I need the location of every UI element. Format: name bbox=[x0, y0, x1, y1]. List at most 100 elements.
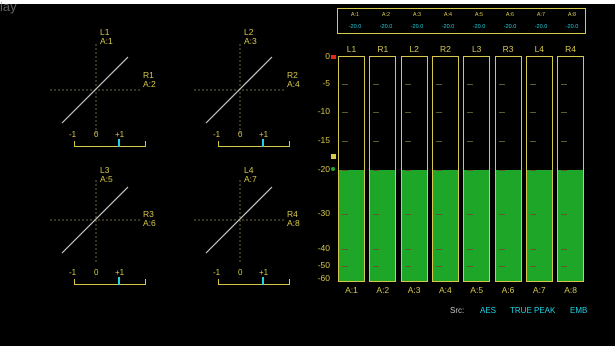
meter-tick bbox=[529, 112, 536, 113]
meter-tick bbox=[404, 112, 411, 113]
meter-tick bbox=[467, 266, 474, 267]
meter-tick bbox=[342, 266, 348, 267]
lissajous-label-top: L1 A:1 bbox=[100, 27, 113, 46]
correlation-bar bbox=[218, 141, 290, 147]
meter-label: L2 bbox=[409, 44, 419, 54]
meter-fill bbox=[495, 170, 521, 281]
meter-tick bbox=[404, 249, 411, 250]
meter-tick bbox=[373, 170, 380, 171]
meter-tick bbox=[373, 141, 380, 142]
scale-label: -50 bbox=[317, 260, 330, 270]
lissajous-plot bbox=[50, 180, 142, 264]
meter-tick bbox=[467, 214, 474, 215]
lissajous-label-top: L3 A:5 bbox=[100, 165, 113, 184]
lissajous-label-right: R4 A:8 bbox=[287, 209, 300, 228]
meter-tick bbox=[342, 112, 348, 113]
meter-tick bbox=[498, 249, 505, 250]
meter-tick bbox=[435, 141, 442, 142]
meter-tick bbox=[498, 266, 505, 267]
meter-tick bbox=[404, 266, 411, 267]
scale-max: +1 bbox=[259, 268, 269, 277]
top-strip bbox=[0, 0, 615, 4]
meter-tick bbox=[498, 112, 505, 113]
meter-tick bbox=[529, 249, 536, 250]
meter-mode: TRUE PEAK bbox=[510, 306, 556, 315]
scale-min: -1 bbox=[69, 130, 77, 139]
source-label: Src: bbox=[450, 306, 465, 315]
meter-tick bbox=[342, 214, 348, 215]
scale-mid: 0 bbox=[238, 268, 243, 277]
lissajous-label-top: L4 A:7 bbox=[244, 165, 257, 184]
meter-tick bbox=[529, 266, 536, 267]
level-meter bbox=[338, 56, 365, 282]
lissajous-trace bbox=[61, 56, 129, 124]
channel-cell-3: A:3 -20.0 bbox=[410, 12, 424, 30]
meter-tick bbox=[435, 170, 442, 171]
meter-label: L4 bbox=[534, 44, 545, 54]
correlation-bar bbox=[74, 141, 146, 147]
lissajous-display-4: L4 A:7 R4 A:8 -1 0 +1 bbox=[184, 166, 324, 318]
meter-fill bbox=[401, 170, 427, 281]
level-meter bbox=[557, 56, 585, 282]
scale-label: -5 bbox=[322, 78, 330, 88]
meter-tick bbox=[467, 170, 474, 171]
input-source: EMB bbox=[570, 306, 588, 315]
meter-tick bbox=[404, 214, 411, 215]
meter-tick bbox=[373, 84, 380, 85]
scale-mid: 0 bbox=[238, 130, 243, 139]
meter-tick bbox=[342, 170, 348, 171]
meter-tick bbox=[529, 214, 536, 215]
meter-fill bbox=[558, 170, 584, 281]
lissajous-display-2: L2 A:3 R2 A:4 -1 0 +1 bbox=[184, 28, 324, 180]
reference-level-marker bbox=[331, 154, 336, 159]
lissajous-trace bbox=[61, 186, 129, 254]
channel-level-table: A:1 -20.0 A:2 -20.0 A:3 -20.0 A:4 -20.0 A:5-… bbox=[337, 8, 586, 34]
meter-tick bbox=[342, 141, 348, 142]
level-meter bbox=[400, 56, 428, 282]
scale-label: -20 bbox=[317, 164, 330, 174]
scale-max: +1 bbox=[259, 130, 269, 139]
meter-source-label: A:2 bbox=[376, 285, 390, 295]
meter-source-label: A:3 bbox=[407, 285, 421, 295]
meter-tick bbox=[404, 170, 411, 171]
source-format: AES bbox=[480, 306, 497, 315]
meter-tick bbox=[373, 214, 380, 215]
meter-tick bbox=[435, 214, 442, 215]
correlation-marker bbox=[262, 139, 264, 147]
correlation-marker bbox=[262, 277, 264, 285]
scale-mid: 0 bbox=[94, 268, 99, 277]
correlation-marker bbox=[118, 139, 120, 147]
scale-label: -40 bbox=[317, 243, 330, 253]
meter-tick bbox=[498, 84, 505, 85]
level-meter bbox=[431, 56, 459, 282]
meter-fill bbox=[526, 170, 552, 281]
meter-label: L1 bbox=[346, 44, 357, 54]
level-meter bbox=[369, 56, 397, 282]
meter-label: R1 bbox=[377, 44, 389, 54]
meter-source-label: A:5 bbox=[470, 285, 484, 295]
meter-tick bbox=[373, 266, 380, 267]
scale-label: -15 bbox=[317, 135, 330, 145]
meter-tick bbox=[435, 112, 442, 113]
scale-min: -1 bbox=[213, 130, 221, 139]
lissajous-plot bbox=[194, 44, 286, 134]
meter-source-label: A:6 bbox=[501, 285, 515, 295]
meter-tick bbox=[467, 141, 474, 142]
scale-label: -10 bbox=[317, 106, 330, 116]
lissajous-plot bbox=[194, 180, 286, 264]
meter-fill bbox=[432, 170, 458, 281]
meter-tick bbox=[561, 170, 568, 171]
scale-label: 0 bbox=[325, 51, 330, 61]
meter-fill bbox=[370, 170, 396, 281]
window-title: lay bbox=[0, 0, 17, 14]
level-meter bbox=[463, 56, 491, 282]
meter-tick bbox=[498, 170, 505, 171]
meter-label: R4 bbox=[565, 44, 577, 54]
meter-tick bbox=[467, 249, 474, 250]
correlation-bar bbox=[218, 279, 290, 285]
meter-fill bbox=[339, 170, 364, 281]
meter-tick bbox=[435, 249, 442, 250]
lissajous-label-top: L2 A:3 bbox=[244, 27, 257, 46]
lissajous-label-right: R3 A:6 bbox=[143, 209, 156, 228]
